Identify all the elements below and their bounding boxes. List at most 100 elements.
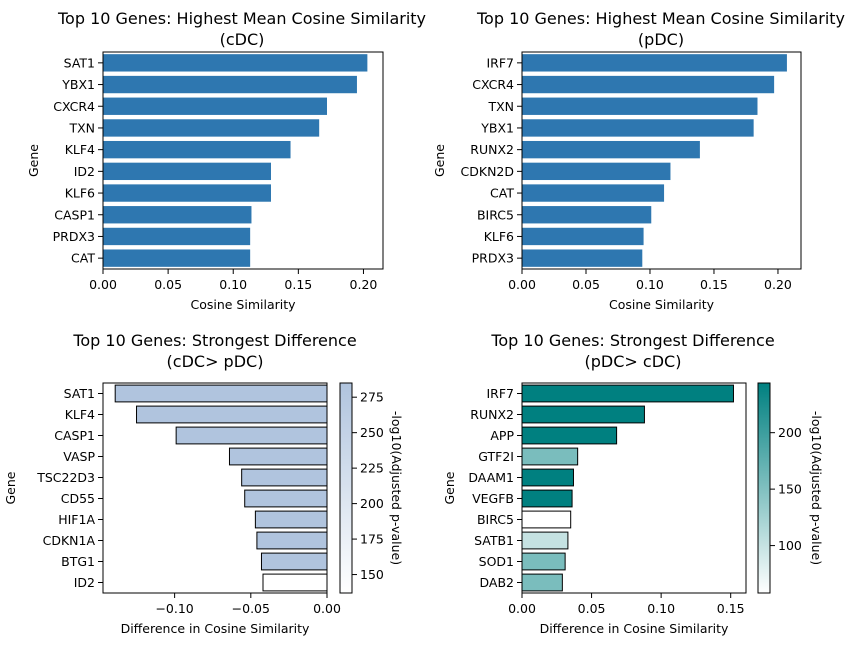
bar-cat	[522, 184, 665, 202]
y-tick-label: CDKN2D	[461, 164, 514, 179]
bar-id2	[103, 162, 271, 181]
bar-birc5	[522, 206, 652, 224]
x-tick-label: 0.00	[89, 277, 117, 292]
bar-id2	[262, 573, 328, 592]
y-tick-label: APP	[490, 428, 514, 443]
x-tick-label: 0.00	[508, 277, 536, 292]
y-tick-label: IRF7	[486, 55, 514, 70]
x-tick-label: 0.15	[717, 601, 745, 616]
axes-frame	[521, 51, 802, 270]
x-tick-label: 0.05	[154, 277, 182, 292]
bar-runx2	[521, 405, 645, 424]
y-tick-label: YBX1	[61, 77, 95, 92]
y-tick-label: CAT	[71, 251, 95, 266]
colorbar-tick-label: 150	[360, 567, 384, 582]
y-tick-label: CXCR4	[53, 99, 95, 114]
colorbar	[757, 382, 771, 594]
bar-cdkn2d	[522, 162, 671, 181]
y-tick-label: PRDX3	[53, 229, 95, 244]
colorbar-tick-label: 175	[360, 532, 384, 547]
colorbar-tick-label: 150	[778, 482, 802, 497]
colorbar-label: -log10(Adjusted p-value)	[809, 411, 824, 565]
y-tick-label: DAAM1	[468, 470, 514, 485]
chart-title: Top 10 Genes: Highest Mean Cosine Simila…	[476, 9, 845, 28]
chart-pdc-gt-cdc-difference: Top 10 Genes: Strongest Difference (pDC>…	[442, 331, 824, 636]
bar-txn	[522, 97, 758, 115]
bar-ybx1	[522, 119, 754, 137]
chart-pdc-mean-similarity: Top 10 Genes: Highest Mean Cosine Simila…	[432, 9, 845, 312]
y-tick-label: CXCR4	[472, 77, 514, 92]
y-tick-label: CAT	[490, 186, 514, 201]
chart-cdc-mean-similarity: Top 10 Genes: Highest Mean Cosine Simila…	[26, 9, 426, 312]
y-tick-label: PRDX3	[472, 251, 514, 266]
bar-cxcr4	[103, 97, 327, 115]
colorbar-tick-label: 275	[360, 390, 384, 405]
y-axis-label: Gene	[26, 144, 41, 177]
bar-klf6	[522, 227, 644, 246]
y-tick-label: TXN	[68, 120, 95, 135]
y-tick-label: BIRC5	[477, 512, 514, 527]
bar-tsc22d3	[241, 468, 328, 487]
x-tick-label: 0.05	[578, 601, 606, 616]
bar-vegfb	[521, 489, 573, 508]
chart-subtitle: (cDC)	[220, 30, 265, 49]
bar-irf7	[521, 384, 734, 403]
x-tick-label: 0.20	[350, 277, 378, 292]
colorbar-tick-label: 200	[360, 496, 384, 511]
y-tick-label: KLF6	[484, 229, 514, 244]
bar-dab2	[521, 573, 563, 592]
y-tick-label: SOD1	[479, 554, 514, 569]
x-tick-label: 0.00	[313, 601, 341, 616]
x-axis-label: Difference in Cosine Similarity	[540, 621, 729, 636]
chart-subtitle: (pDC)	[638, 30, 684, 49]
y-tick-label: CASP1	[54, 428, 95, 443]
bar-hif1a	[254, 510, 328, 529]
bar-sat1	[103, 54, 368, 72]
y-tick-label: ID2	[74, 164, 95, 179]
x-axis-label: Cosine Similarity	[190, 297, 296, 312]
chart-cdc-gt-pdc-difference: Top 10 Genes: Strongest Difference (cDC>…	[3, 331, 404, 636]
bar-btg1	[260, 552, 328, 571]
x-tick-label: 0.15	[284, 277, 312, 292]
y-tick-label: IRF7	[486, 386, 514, 401]
y-tick-label: BIRC5	[477, 207, 514, 222]
x-tick-label: −0.05	[232, 601, 270, 616]
y-tick-label: TXN	[487, 99, 514, 114]
bar-cxcr4	[522, 75, 775, 94]
bar-klf4	[136, 405, 328, 424]
bar-cat	[103, 249, 251, 267]
y-axis-label: Gene	[3, 471, 18, 504]
y-tick-label: KLF4	[65, 407, 95, 422]
bar-gtf2i	[521, 447, 579, 466]
y-axis-label: Gene	[442, 471, 457, 504]
x-axis-label: Difference in Cosine Similarity	[121, 621, 310, 636]
bar-casp1	[103, 206, 252, 224]
chart-subtitle: (pDC> cDC)	[585, 352, 682, 371]
colorbar-tick-label: 100	[778, 538, 802, 553]
colorbar	[339, 382, 353, 594]
x-axis-label: Cosine Similarity	[609, 297, 715, 312]
y-tick-label: KLF4	[65, 142, 95, 157]
colorbar-tick-label: 250	[360, 425, 384, 440]
y-tick-label: RUNX2	[470, 407, 514, 422]
y-tick-label: KLF6	[65, 186, 95, 201]
bar-casp1	[175, 426, 328, 445]
y-tick-label: SAT1	[64, 55, 95, 70]
bar-runx2	[522, 140, 700, 159]
x-tick-label: 0.10	[647, 601, 675, 616]
y-tick-label: SATB1	[474, 533, 514, 548]
x-tick-label: 0.00	[508, 601, 536, 616]
chart-title: Top 10 Genes: Strongest Difference	[72, 331, 356, 350]
bar-satb1	[521, 531, 569, 550]
bar-txn	[103, 119, 320, 137]
colorbar-tick-label: 200	[778, 425, 802, 440]
chart-subtitle: (cDC> pDC)	[167, 352, 264, 371]
bar-prdx3	[522, 249, 643, 267]
bar-ybx1	[103, 75, 357, 94]
axes-frame	[102, 382, 328, 594]
bar-prdx3	[103, 227, 251, 246]
y-tick-label: CASP1	[54, 207, 95, 222]
y-tick-label: HIF1A	[58, 512, 95, 527]
chart-title: Top 10 Genes: Highest Mean Cosine Simila…	[57, 9, 426, 28]
x-tick-label: −0.10	[155, 601, 193, 616]
